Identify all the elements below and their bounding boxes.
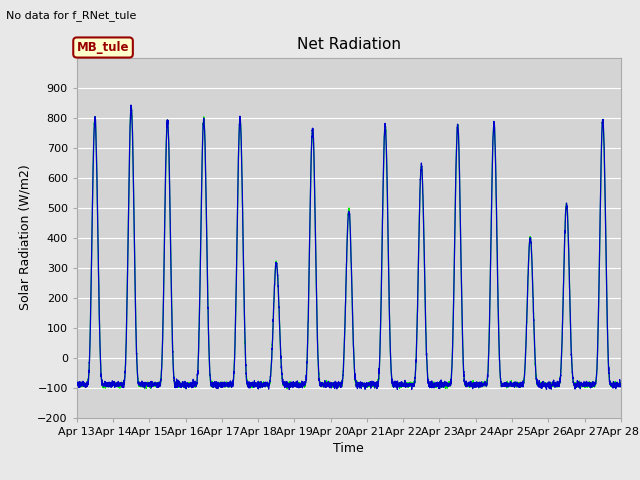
Text: MB_tule: MB_tule	[77, 41, 129, 54]
Text: No data for f_RNet_tule: No data for f_RNet_tule	[6, 10, 137, 21]
Y-axis label: Solar Radiation (W/m2): Solar Radiation (W/m2)	[19, 165, 32, 311]
Title: Net Radiation: Net Radiation	[297, 37, 401, 52]
X-axis label: Time: Time	[333, 442, 364, 455]
